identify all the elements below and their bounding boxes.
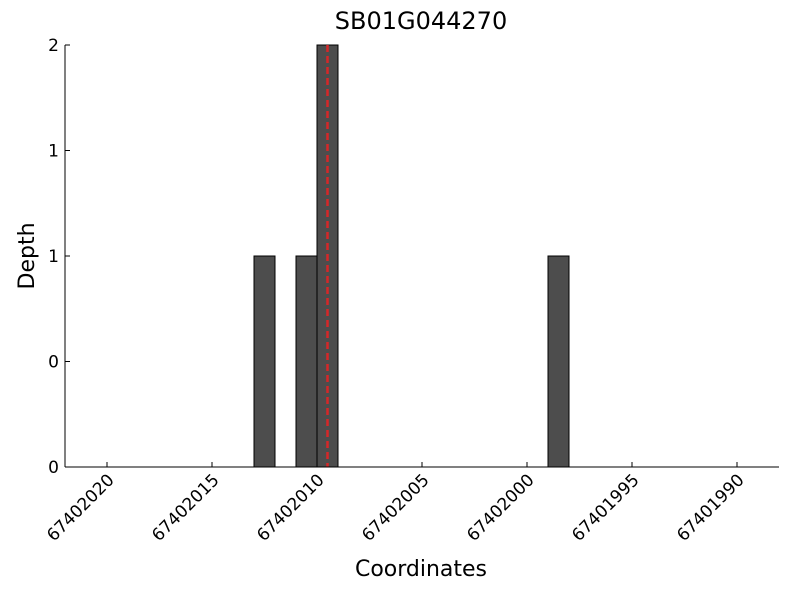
x-axis-label: Coordinates: [355, 557, 487, 582]
y-axis-label: Depth: [15, 222, 40, 289]
y-tick-label: 1: [48, 247, 59, 267]
y-tick-label: 0: [48, 458, 59, 478]
y-tick-label: 0: [48, 353, 59, 373]
bar: [253, 255, 276, 468]
y-tick-label: 2: [48, 36, 59, 56]
bar: [547, 255, 570, 468]
y-tick-label: 1: [48, 142, 59, 162]
chart-title: SB01G044270: [335, 7, 507, 35]
bar: [295, 255, 318, 468]
